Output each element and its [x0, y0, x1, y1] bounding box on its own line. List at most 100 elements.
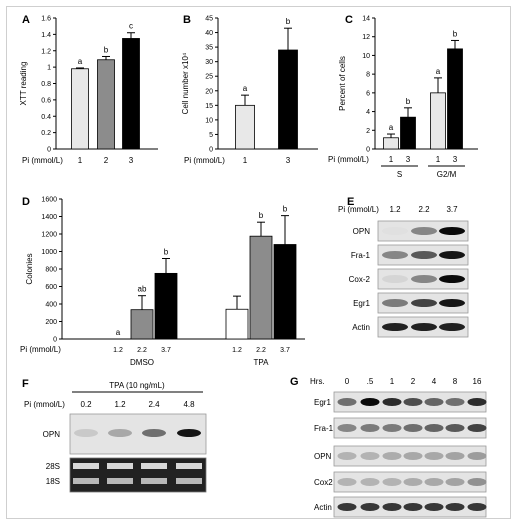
blot-g-band [403, 478, 423, 486]
chart-c-group-label: G2/M [437, 170, 457, 179]
chart-d-sig-letter: b [164, 248, 169, 257]
blot-g-band [424, 503, 444, 511]
chart-c-y-tick-label: 0 [366, 147, 370, 154]
blot-g-row-label: Actin [314, 503, 332, 512]
chart-d-y-tick-label: 800 [45, 267, 57, 274]
blot-g-band [337, 424, 357, 432]
chart-a-x-axis-label: Pi (mmol/L) [22, 156, 63, 165]
figure-border [6, 6, 511, 519]
panel-label-c: C [345, 14, 353, 26]
chart-d-bar [249, 235, 273, 340]
panel-label-b: B [183, 14, 191, 26]
blot-e-band [411, 251, 437, 259]
blot-g-row-label: Egr1 [314, 398, 331, 407]
chart-a-y-tick-label: 1 [47, 65, 51, 72]
chart-b-y-tick-label: 5 [209, 132, 213, 139]
blot-g-row-label: OPN [314, 452, 332, 461]
chart-d-y-tick-label: 1200 [41, 232, 57, 239]
chart-a-bar [97, 59, 115, 150]
chart-c-sig-letter: a [389, 123, 394, 132]
chart-d-y-tick-label: 1000 [41, 249, 57, 256]
blot-panel-g: Hrs. 0 .5 1 2 4 8 16 Egr1 Fra-1 OPN Cox2 Actin [310, 377, 487, 518]
chart-a-y-tick-label: 1.6 [41, 16, 51, 23]
blot-f-rrna-band [141, 478, 167, 484]
blot-g-band [403, 424, 423, 432]
blot-e-lane-label: 3.7 [446, 205, 458, 214]
blot-e-band [382, 275, 408, 283]
blot-f-rrna-band [73, 463, 99, 469]
blot-g-lane-label: .5 [367, 377, 374, 386]
chart-b-y-tick-label: 40 [205, 30, 213, 37]
blot-g-band [467, 503, 487, 511]
chart-d: 0 200 400 600 800 1000 1200 1400 1600 Colonies a 1.… [20, 197, 305, 367]
blot-f-rrna-band [141, 463, 167, 469]
bar-charts: 0 0.2 0.4 0.6 0.8 1 1.2 1.4 1.6 XTT reading a 1 b 2 c 3… [19, 16, 478, 367]
blot-g-band [467, 452, 487, 460]
blot-f-lane-label: 1.2 [114, 400, 126, 409]
blot-g-band [337, 478, 357, 486]
blot-panel-e: Pi (mmol/L) 1.2 2.2 3.7 OPN Fra-1 Cox-2 Egr1 Act… [338, 205, 469, 338]
blot-e-band [382, 323, 408, 331]
blot-e-band [411, 227, 437, 235]
blot-g-band [382, 398, 402, 406]
chart-d-x-tick-label: 2.2 [256, 347, 266, 354]
blot-f-lane-label: 2.4 [148, 400, 160, 409]
chart-b-y-tick-label: 35 [205, 45, 213, 52]
chart-b: 0 5 10 15 20 25 30 35 40 45 Cell number x10⁴ a 1 b 3 Pi… [181, 16, 318, 165]
blot-f-opn-band [108, 429, 132, 437]
blot-e-band [439, 227, 465, 235]
panel-label-a: A [22, 14, 30, 26]
blot-g-lane-label: 16 [473, 377, 482, 386]
chart-a-y-tick-label: 0.2 [41, 130, 51, 137]
blot-g-band [467, 424, 487, 432]
chart-b-y-tick-label: 25 [205, 74, 213, 81]
blot-e-band [382, 227, 408, 235]
chart-d-x-tick-label: 3.7 [161, 347, 171, 354]
chart-d-sig-letter: b [259, 211, 264, 220]
chart-d-sig-letter: ab [138, 285, 147, 294]
chart-a-bar [122, 38, 140, 150]
blot-e-band [411, 299, 437, 307]
chart-a-y-axis-label: XTT reading [19, 62, 28, 106]
blot-g-band [445, 478, 465, 486]
blot-g-lane-label: 4 [432, 377, 437, 386]
blot-e-band [439, 251, 465, 259]
blot-f-opn-band [177, 429, 201, 437]
chart-c-bar [447, 48, 463, 150]
chart-b-x-tick-label: 1 [243, 156, 248, 165]
blot-panel-f: TPA (10 ng/mL) Pi (mmol/L) 0.2 1.2 2.4 4.8 OPN… [24, 381, 207, 493]
blot-f-rrna-band [107, 463, 133, 469]
blot-e-band [439, 275, 465, 283]
chart-a-x-tick-label: 1 [78, 156, 83, 165]
blot-f-rrna-band [176, 463, 202, 469]
chart-c-y-tick-label: 6 [366, 90, 370, 97]
blot-e-lane-label: 2.2 [418, 205, 430, 214]
chart-b-y-tick-label: 15 [205, 103, 213, 110]
chart-c-bar [400, 116, 416, 150]
blot-f-opn-label: OPN [43, 430, 61, 439]
blot-f-rrna-label: 18S [46, 477, 60, 486]
blot-g-lane-label: 1 [390, 377, 395, 386]
chart-d-group-label: DMSO [130, 358, 154, 367]
blot-f-lane-label: 4.8 [183, 400, 195, 409]
chart-d-x-tick-label: 1.2 [232, 347, 242, 354]
chart-d-x-tick-label: 1.2 [113, 347, 123, 354]
blot-g-band [445, 424, 465, 432]
chart-d-x-tick-label: 3.7 [280, 347, 290, 354]
blot-e-row-label: Cox-2 [349, 275, 371, 284]
blot-g-row-label: Fra-1 [314, 424, 334, 433]
chart-d-bar [130, 309, 154, 340]
chart-a-y-tick-label: 0.8 [41, 81, 51, 88]
chart-a-sig-letter: a [78, 57, 83, 66]
blot-g-band [403, 398, 423, 406]
chart-a-x-tick-label: 3 [129, 156, 134, 165]
chart-b-y-tick-label: 10 [205, 117, 213, 124]
blot-e-row-label: OPN [353, 227, 371, 236]
blot-g-lane-label: 8 [453, 377, 458, 386]
chart-b-bar [278, 49, 298, 150]
blot-f-opn-band [142, 429, 166, 437]
blot-g-band [337, 398, 357, 406]
